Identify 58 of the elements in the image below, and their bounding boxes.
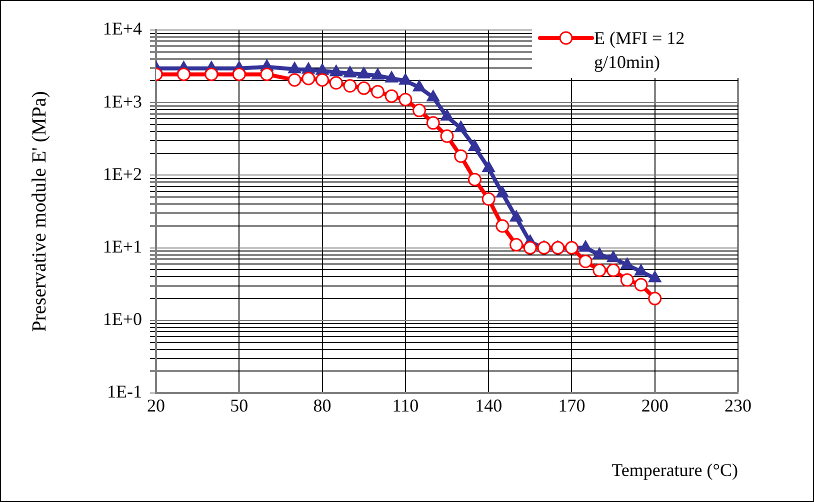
point [578,254,592,268]
point [468,172,482,186]
point [579,240,592,252]
point [440,129,454,143]
point [454,149,468,163]
y-tick-label: 1E+2 [102,164,142,184]
point [648,292,662,306]
y-tick-label: 1E+4 [102,18,142,39]
point [482,160,496,172]
point [551,241,565,255]
point [426,116,440,130]
x-tick-label: 20 [147,396,165,416]
point [510,210,523,222]
point [440,109,454,121]
point [496,219,510,233]
point [592,264,606,278]
point [606,250,620,262]
x-tick-label: 170 [558,396,586,416]
point [606,264,620,278]
point [468,139,482,151]
point [288,62,302,74]
x-tick-label: 140 [475,396,502,416]
x-axis-title: Temperature (°C) [612,460,738,480]
point [371,68,384,80]
point [357,81,371,95]
x-tick-label: 80 [313,396,332,416]
point [537,241,551,255]
y-tick-label: 1E+0 [102,309,142,330]
point [398,73,412,85]
point [634,264,648,276]
point [634,278,648,292]
y-tick-label: 1E-1 [107,382,142,402]
point [523,241,537,255]
point [482,192,496,206]
x-tick-label: 200 [641,396,668,416]
point [330,64,343,76]
point [384,89,398,103]
legend-label: E (MFI = 12 g/10min) [594,27,686,74]
x-tick-label: 50 [230,396,248,416]
point [412,104,426,118]
point [357,66,370,78]
point [510,238,524,252]
y-tick-label: 1E+3 [102,91,142,112]
point [385,70,398,82]
point [564,241,578,255]
point [454,120,468,132]
x-tick-label: 110 [392,396,419,416]
point [412,80,426,92]
y-tick-label: 1E+1 [102,236,142,257]
y-axis-title: Preservative module E' (MPa) [28,91,50,332]
x-tick-label: 230 [724,396,752,416]
point [620,273,634,287]
point [592,247,606,259]
point [343,66,357,78]
point [316,63,329,75]
point [426,90,440,102]
point [398,92,412,106]
point [496,186,509,198]
